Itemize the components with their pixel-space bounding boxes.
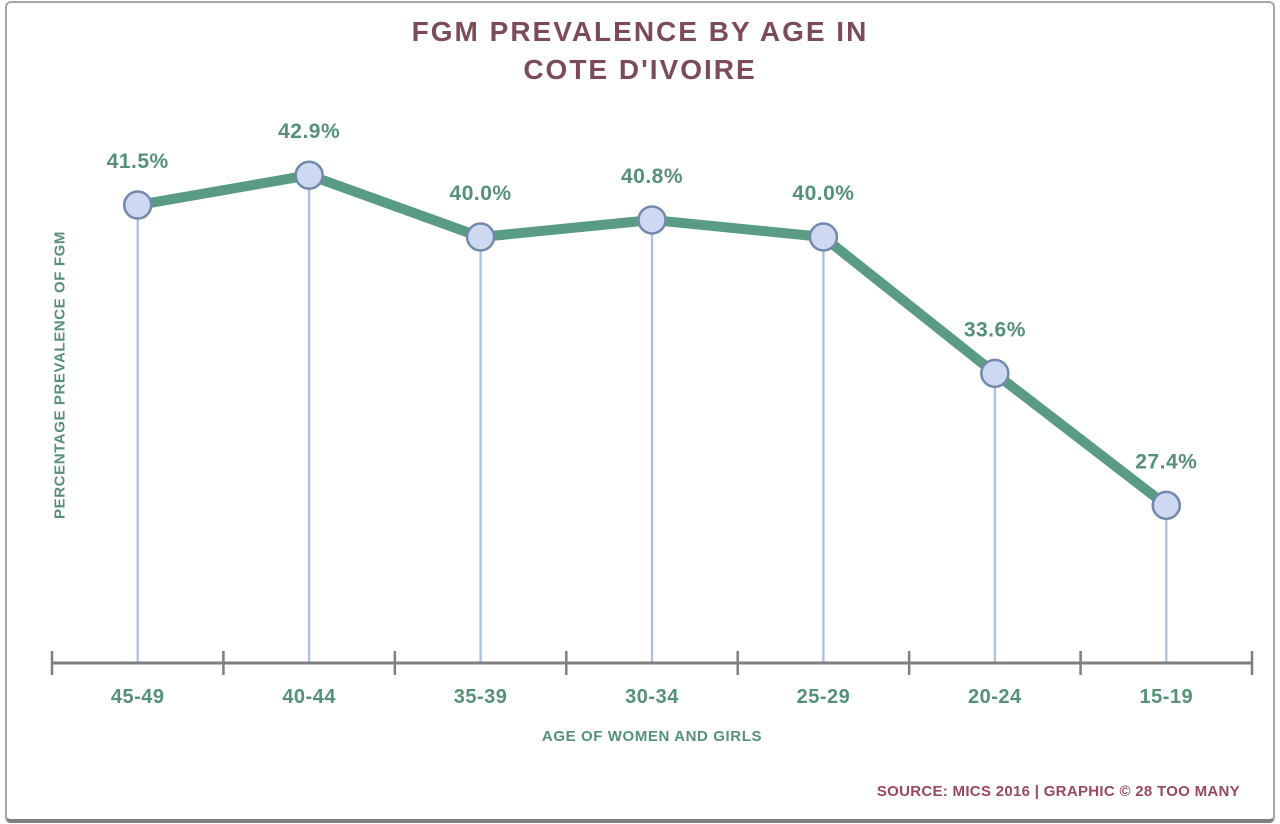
x-tick-label: 20-24 xyxy=(968,686,1022,708)
chart-title: FGM PREVALENCE BY AGE IN COTE D'IVOIRE xyxy=(0,13,1280,89)
x-tick-label: 30-34 xyxy=(625,686,679,708)
data-point-marker xyxy=(294,160,324,190)
data-label: 40.0% xyxy=(450,182,512,205)
chart-title-line1: FGM PREVALENCE BY AGE IN xyxy=(411,16,869,47)
chart-title-line2: COTE D'IVOIRE xyxy=(523,54,757,85)
source-credit: SOURCE: MICS 2016 | GRAPHIC © 28 TOO MAN… xyxy=(876,783,1240,800)
y-axis-title: PERCENTAGE PREVALENCE OF FGM xyxy=(51,231,69,519)
x-tick-label: 25-29 xyxy=(797,686,851,708)
data-point-marker xyxy=(980,358,1010,389)
data-label: 41.5% xyxy=(107,150,169,173)
data-point-marker xyxy=(122,190,153,220)
data-point-marker xyxy=(1151,490,1182,521)
x-tick-label: 15-19 xyxy=(1139,686,1193,708)
x-axis-title: AGE OF WOMEN AND GIRLS xyxy=(541,728,763,745)
data-label: 33.6% xyxy=(964,318,1026,341)
data-point-marker xyxy=(808,222,839,252)
x-tick-label: 45-49 xyxy=(111,686,165,708)
data-point-marker xyxy=(465,222,496,252)
data-label: 40.8% xyxy=(621,165,683,188)
x-tick-label: 40-44 xyxy=(282,686,336,708)
x-tick-label: 35-39 xyxy=(454,686,508,708)
data-label: 40.0% xyxy=(792,182,854,205)
data-label: 27.4% xyxy=(1135,450,1197,473)
data-label: 42.9% xyxy=(278,120,340,143)
data-point-marker xyxy=(637,205,667,235)
